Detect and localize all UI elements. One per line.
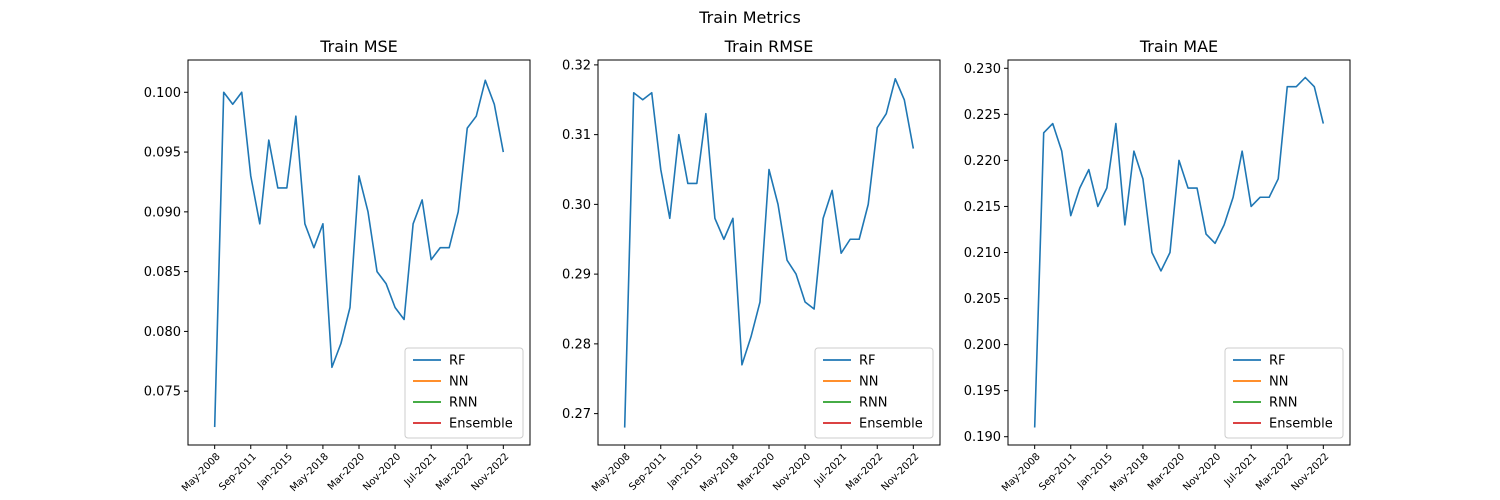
legend-label-rf: RF [859,354,876,369]
legend-label-nn: NN [449,375,468,390]
y-tick-label: 0.215 [964,200,1001,215]
figure-title: Train Metrics [698,8,801,27]
y-tick-label: 0.230 [964,62,1001,77]
panel-train-mae: Train MAE 0.190 0.195 0.200 0.205 0.210 0.215 0… [964,37,1351,494]
legend-label-nn: NN [1269,375,1288,390]
y-tick-label: 0.080 [144,325,181,340]
y-tick-label: 0.29 [562,268,591,283]
y-tick-label: 0.195 [964,384,1001,399]
x-tick-label: Nov-2020 [1181,451,1223,493]
x-tick-label: Nov-2020 [361,451,403,493]
y-tick-label: 0.30 [562,198,591,213]
x-tick-label: Nov-2022 [1290,451,1332,493]
x-tick-label: Jul-2021 [812,451,850,489]
x-tick-label: Sep-2011 [627,451,669,493]
legend-label-rnn: RNN [859,396,887,411]
legend-label-ensemble: Ensemble [449,417,513,432]
y-tick-label: 0.220 [964,154,1001,169]
chart-title-mae: Train MAE [1139,37,1218,56]
legend: RF NN RNN Ensemble [814,347,934,439]
legend-label-rf: RF [1269,354,1286,369]
x-tick-label: May-2008 [1000,451,1043,494]
y-tick-label: 0.095 [144,146,181,161]
x-tick-label: Sep-2011 [217,451,259,493]
legend: RF NN RNN Ensemble [404,347,524,439]
chart-title-rmse: Train RMSE [724,37,814,56]
legend-box [1224,347,1344,439]
legend-label-nn: NN [859,375,878,390]
y-tick-label: 0.085 [144,265,181,280]
x-tick-label: Sep-2011 [1037,451,1079,493]
y-tick-label: 0.205 [964,292,1001,307]
legend-label-rf: RF [449,354,466,369]
x-tick-label: Jul-2021 [1222,451,1260,489]
y-tick-label: 0.075 [144,385,181,400]
series-line-rf [213,79,505,428]
y-tick-label: 0.27 [562,407,591,422]
x-tick-label: Nov-2022 [470,451,512,493]
panel-train-mse: Train MSE 0.075 0.080 0.085 0.090 0.095 0.100 M… [144,37,531,494]
x-tick-label: Nov-2022 [880,451,922,493]
y-tick-label: 0.225 [964,108,1001,123]
legend: RF NN RNN Ensemble [1224,347,1344,439]
y-tick-label: 0.31 [562,128,591,143]
x-tick-label: May-2008 [180,451,223,494]
x-tick-label: May-2018 [698,451,741,494]
x-tick-label: Jul-2021 [402,451,440,489]
y-tick-label: 0.32 [562,58,591,73]
x-tick-label: Nov-2020 [771,451,813,493]
y-tick-label: 0.090 [144,205,181,220]
legend-label-rnn: RNN [1269,396,1297,411]
x-tick-label: May-2018 [288,451,331,494]
y-tick-label: 0.28 [562,337,591,352]
y-tick-label: 0.210 [964,246,1001,261]
panel-train-rmse: Train RMSE 0.27 0.28 0.29 0.30 0.31 0.32 May-20… [562,37,941,494]
legend-label-ensemble: Ensemble [1269,417,1333,432]
legend-box [814,347,934,439]
y-tick-label: 0.190 [964,430,1001,445]
y-tick-label: 0.200 [964,338,1001,353]
x-tick-label: May-2018 [1108,451,1151,494]
series-line-rf [1033,76,1325,428]
series-line-rf [623,78,915,428]
y-tick-label: 0.100 [144,86,181,101]
x-tick-label: May-2008 [590,451,633,494]
chart-title-mse: Train MSE [319,37,398,56]
legend-box [404,347,524,439]
legend-label-rnn: RNN [449,396,477,411]
legend-label-ensemble: Ensemble [859,417,923,432]
